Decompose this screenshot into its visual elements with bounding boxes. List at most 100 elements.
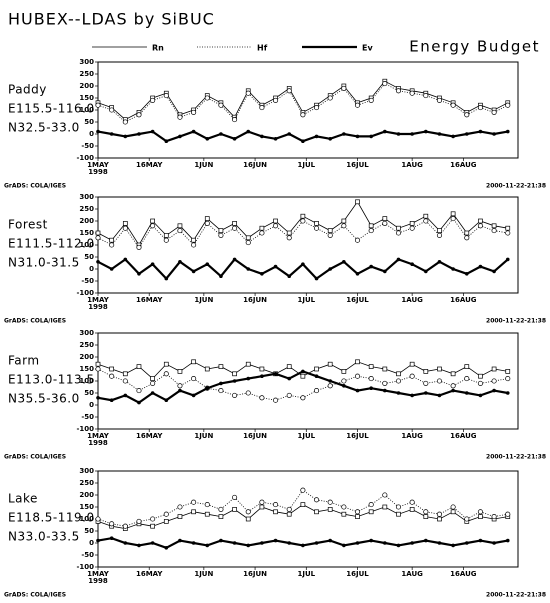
marker <box>505 538 510 543</box>
marker <box>436 232 443 238</box>
y-tick-label: 200 <box>79 82 94 90</box>
legend-label: Hf <box>257 44 268 53</box>
marker <box>423 514 429 519</box>
marker <box>492 132 496 136</box>
marker <box>300 112 306 118</box>
marker <box>491 366 497 372</box>
marker <box>450 102 456 108</box>
marker <box>96 260 100 264</box>
marker <box>287 132 292 136</box>
marker <box>424 269 428 274</box>
marker <box>123 393 128 398</box>
marker <box>464 376 470 382</box>
x-tick-label: 16MAY <box>136 161 163 169</box>
marker <box>491 378 497 384</box>
marker <box>191 359 196 365</box>
y-tick-label: -100 <box>76 154 94 162</box>
marker <box>313 497 320 503</box>
marker <box>505 376 511 382</box>
marker <box>437 132 442 136</box>
marker <box>505 129 510 134</box>
marker <box>505 369 511 374</box>
marker <box>109 237 115 243</box>
x-tick-label: 16JUN <box>243 570 267 578</box>
x-tick-label: 16AUG <box>450 296 477 304</box>
marker <box>450 383 456 389</box>
marker <box>232 257 237 262</box>
marker <box>450 216 456 222</box>
marker <box>219 132 223 136</box>
y-tick-label: -100 <box>76 425 94 433</box>
marker <box>437 541 442 545</box>
marker <box>492 388 496 393</box>
marker <box>163 93 169 99</box>
marker <box>409 507 415 512</box>
marker <box>204 220 210 226</box>
marker <box>477 380 483 386</box>
marker <box>232 392 238 398</box>
marker <box>109 267 114 271</box>
marker <box>409 499 415 505</box>
marker <box>204 366 210 372</box>
x-tick-label: 1MAY <box>87 161 110 169</box>
marker <box>245 240 251 246</box>
marker <box>204 216 210 221</box>
marker <box>464 272 469 276</box>
marker <box>383 541 387 545</box>
marker <box>150 541 155 545</box>
marker <box>286 230 292 236</box>
marker <box>164 276 169 281</box>
marker <box>150 516 156 522</box>
x-tick-label: 16JUN <box>243 296 267 304</box>
marker <box>109 373 115 379</box>
marker <box>451 134 455 139</box>
marker <box>451 388 455 393</box>
marker <box>423 509 429 515</box>
y-tick-label: -100 <box>76 289 94 297</box>
marker <box>191 541 196 545</box>
x-tick-label: 1MAY <box>87 296 110 304</box>
marker <box>464 391 469 395</box>
marker <box>109 536 114 540</box>
marker <box>410 393 414 398</box>
marker <box>205 137 210 141</box>
marker <box>491 223 497 229</box>
marker <box>314 374 319 379</box>
marker <box>424 391 428 395</box>
marker <box>300 487 306 493</box>
x-tick-label: 1AUG <box>401 296 423 304</box>
y-tick-label: 100 <box>79 106 94 114</box>
marker <box>355 134 360 139</box>
y-tick-label: 0 <box>89 539 94 547</box>
marker <box>273 509 278 515</box>
marker <box>218 102 224 108</box>
marker <box>492 541 496 545</box>
marker <box>259 395 265 401</box>
marker <box>505 225 511 231</box>
marker <box>437 366 442 372</box>
marker <box>273 223 279 229</box>
marker <box>327 507 333 512</box>
marker <box>437 393 442 398</box>
marker <box>396 391 401 395</box>
marker <box>123 541 128 545</box>
marker <box>95 366 101 372</box>
x-tick-label: 16AUG <box>450 570 477 578</box>
timestamp-note: 2000-11-22-21:38 <box>486 454 546 461</box>
plot-frame <box>97 196 519 294</box>
marker <box>245 516 251 522</box>
marker <box>341 223 347 229</box>
marker <box>109 242 115 248</box>
marker <box>163 371 169 377</box>
x-tick-label: 1AUG <box>401 570 423 578</box>
marker <box>505 257 510 262</box>
marker <box>424 129 428 134</box>
marker <box>328 538 332 543</box>
marker <box>232 494 238 500</box>
marker <box>218 364 224 369</box>
x-tick-label: 1AUG <box>401 161 423 169</box>
y-tick-label: 200 <box>79 217 94 225</box>
marker <box>232 221 237 226</box>
x-tick-label: 1JUN <box>194 432 213 440</box>
